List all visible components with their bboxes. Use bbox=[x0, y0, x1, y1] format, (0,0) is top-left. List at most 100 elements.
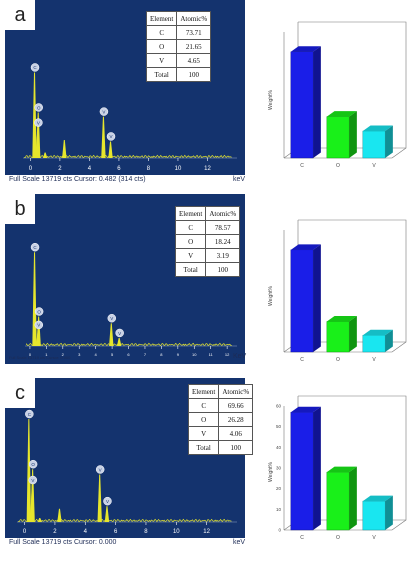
table-cell: 73.71 bbox=[176, 25, 212, 40]
x-category-label: C bbox=[300, 357, 304, 363]
bar-side bbox=[385, 125, 393, 158]
y-tick-label: 10 bbox=[276, 507, 282, 512]
bar-c bbox=[290, 249, 314, 353]
bar-top bbox=[362, 329, 393, 336]
x-tick-label: 10 bbox=[192, 352, 197, 357]
x-tick-label: 4 bbox=[84, 529, 88, 535]
x-tick-label: 4 bbox=[88, 166, 92, 172]
peak-label: V bbox=[99, 467, 102, 472]
x-tick-label: 12 bbox=[225, 352, 230, 357]
bar-o bbox=[326, 321, 350, 353]
peak-label: V bbox=[37, 120, 40, 125]
table-cell: 100 bbox=[218, 440, 254, 455]
table-header: Atomic% bbox=[205, 206, 241, 221]
spectrum-peak bbox=[116, 337, 122, 346]
bar-top bbox=[326, 316, 357, 322]
panel-label-c: c bbox=[5, 378, 35, 408]
spectrum-footer-c: Full Scale 13719 cts Cursor: 0.000 bbox=[9, 539, 117, 546]
peak-label: O bbox=[37, 105, 41, 110]
peak-label: V bbox=[102, 109, 105, 114]
table-cell: Total bbox=[174, 262, 207, 277]
bar-v bbox=[362, 500, 386, 531]
panel-b: 0 1 2 3 4 5 6 7 8 9 10 11 12 C O V V V b Element Atomic% C… bbox=[0, 194, 420, 378]
spectrum-peak bbox=[101, 116, 106, 158]
table-cell: O bbox=[187, 412, 220, 427]
bar-side bbox=[349, 316, 357, 352]
peak-label: O bbox=[31, 462, 35, 467]
bar-o bbox=[326, 116, 350, 159]
spectrum-xlabel-b: KeV bbox=[233, 353, 247, 360]
x-category-label: V bbox=[372, 163, 376, 169]
bar-chart-floor bbox=[391, 519, 407, 531]
peak-marker bbox=[28, 459, 38, 469]
peak-marker bbox=[103, 496, 112, 506]
spectrum-b: 0 1 2 3 4 5 6 7 8 9 10 11 12 C O V V V b Element Atomic% C… bbox=[5, 194, 245, 364]
bar-chart-a: Weight% C O V bbox=[262, 10, 412, 182]
x-tick-label: 3 bbox=[78, 352, 81, 357]
peak-marker bbox=[107, 313, 117, 323]
composition-table-a: Element Atomic% C 73.71 O 21.65 V 4.65 Total… bbox=[145, 11, 212, 82]
bar-top bbox=[326, 111, 357, 117]
x-category-label: V bbox=[372, 357, 376, 363]
x-tick-label: 12 bbox=[204, 166, 211, 172]
table-header: Element bbox=[174, 206, 207, 221]
table-header: Element bbox=[187, 384, 220, 399]
peak-label: V bbox=[106, 499, 109, 504]
y-axis-label: Weight% bbox=[268, 89, 274, 109]
spectrum-peak bbox=[36, 329, 41, 346]
bar-chart-floor bbox=[391, 147, 407, 159]
bar-c bbox=[290, 412, 314, 531]
x-tick-label: 11 bbox=[209, 352, 214, 357]
peak-marker bbox=[28, 475, 38, 485]
spectrum-baseline bbox=[18, 518, 232, 523]
bar-top bbox=[290, 46, 321, 52]
y-axis-label: Weight% bbox=[268, 285, 274, 305]
peak-label: V bbox=[37, 323, 40, 328]
spectrum-peak bbox=[32, 252, 37, 346]
spectrum-peak bbox=[108, 141, 113, 158]
table-cell: 26.28 bbox=[218, 412, 254, 427]
table-cell: 78.57 bbox=[205, 220, 241, 235]
table-cell: V bbox=[145, 53, 178, 68]
x-tick-label: 6 bbox=[114, 529, 118, 535]
table-cell: Total bbox=[145, 67, 178, 82]
x-tick-label: 1 bbox=[45, 352, 48, 357]
x-tick-label: 6 bbox=[127, 352, 130, 357]
table-cell: 100 bbox=[205, 262, 241, 277]
x-tick-label: 10 bbox=[175, 166, 182, 172]
spectrum-footer-a: Full Scale 13719 cts Cursor: 0.482 (314 … bbox=[9, 176, 146, 183]
peak-marker bbox=[115, 328, 124, 338]
x-tick-label: 0 bbox=[29, 352, 32, 357]
peak-label: V bbox=[31, 478, 34, 483]
peak-marker bbox=[106, 132, 116, 141]
bar-side bbox=[313, 244, 321, 352]
x-tick-label: 8 bbox=[160, 352, 163, 357]
x-tick-label: 7 bbox=[144, 352, 147, 357]
spectrum-peak bbox=[35, 127, 41, 158]
spectrum-peak bbox=[30, 485, 35, 522]
table-header: Atomic% bbox=[176, 11, 212, 26]
bar-top bbox=[362, 495, 393, 502]
bar-chart-b: Weight% C O V bbox=[262, 208, 412, 376]
y-tick-label: 50 bbox=[276, 424, 282, 429]
peak-marker bbox=[34, 118, 43, 127]
bar-chart-c: 0 10 20 30 40 50 60 Weight% C O V bbox=[262, 384, 412, 550]
peak-marker bbox=[99, 107, 109, 116]
spectrum-peak bbox=[57, 508, 62, 522]
table-cell: 4.65 bbox=[176, 53, 212, 68]
peak-label: V bbox=[110, 134, 113, 139]
spectrum-footer-b: Full Scale 13719 cts Cursor: 0.000 bbox=[9, 355, 71, 360]
panel-label-b: b bbox=[5, 194, 35, 224]
bar-side bbox=[313, 46, 321, 158]
table-cell: C bbox=[145, 25, 178, 40]
table-header: Element bbox=[145, 11, 178, 26]
table-cell: 3.19 bbox=[205, 248, 241, 263]
x-tick-label: 0 bbox=[23, 529, 27, 535]
peak-marker bbox=[30, 63, 40, 72]
bar-c bbox=[290, 51, 314, 159]
composition-table-b: Element Atomic% C 78.57 O 18.24 V 3.19 Total… bbox=[174, 206, 241, 277]
bar-v bbox=[362, 335, 386, 353]
x-tick-label: 2 bbox=[62, 352, 65, 357]
